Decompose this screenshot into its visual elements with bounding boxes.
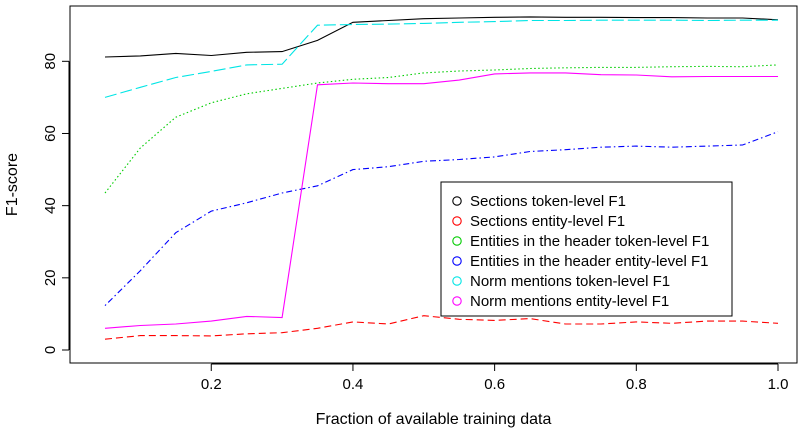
legend-entry-label: Sections token-level F1 <box>470 193 626 210</box>
y-tick-label: 40 <box>42 197 59 214</box>
plot-lines <box>104 16 779 340</box>
legend-marker <box>452 236 462 246</box>
x-tick-label: 0.6 <box>484 376 505 393</box>
legend-marker <box>452 256 462 266</box>
x-tick-label: 0.8 <box>626 376 647 393</box>
x-tick-label: 1.0 <box>768 376 789 393</box>
plot-frame <box>69 5 798 364</box>
legend-marker <box>452 296 462 306</box>
legend-marker <box>452 216 462 226</box>
series-line-1 <box>104 16 779 58</box>
legend-entry-label: Entities in the header token-level F1 <box>470 233 709 250</box>
series-line-5 <box>104 19 778 98</box>
series-line-2 <box>104 315 779 340</box>
y-tick-label: 0 <box>42 346 59 354</box>
y-axis-title: F1-score <box>4 153 21 216</box>
legend-box <box>440 181 733 317</box>
series-line-3 <box>104 64 779 194</box>
y-tick-label: 60 <box>42 125 59 142</box>
series-line-4 <box>104 131 779 306</box>
legend-entry-label: Sections entity-level F1 <box>470 213 625 230</box>
x-tick-label: 0.2 <box>201 376 222 393</box>
x-axis-title: Fraction of available training data <box>316 411 552 428</box>
series-line-6 <box>104 72 778 329</box>
legend-entry-label: Norm mentions entity-level F1 <box>470 293 669 310</box>
legend-marker <box>452 276 462 286</box>
legend-marker <box>452 196 462 206</box>
x-axis: 0.2 0.4 0.6 0.8 1.0 <box>201 363 789 393</box>
x-tick-label: 0.4 <box>343 376 364 393</box>
y-tick-label: 80 <box>42 53 59 70</box>
legend: Sections token-level F1 Sections entity-l… <box>440 181 733 317</box>
y-tick-label: 20 <box>42 269 59 286</box>
legend-entry-label: Norm mentions token-level F1 <box>470 273 670 290</box>
y-axis: 0 20 40 60 80 <box>42 53 70 354</box>
legend-entry-label: Entities in the header entity-level F1 <box>470 253 708 270</box>
